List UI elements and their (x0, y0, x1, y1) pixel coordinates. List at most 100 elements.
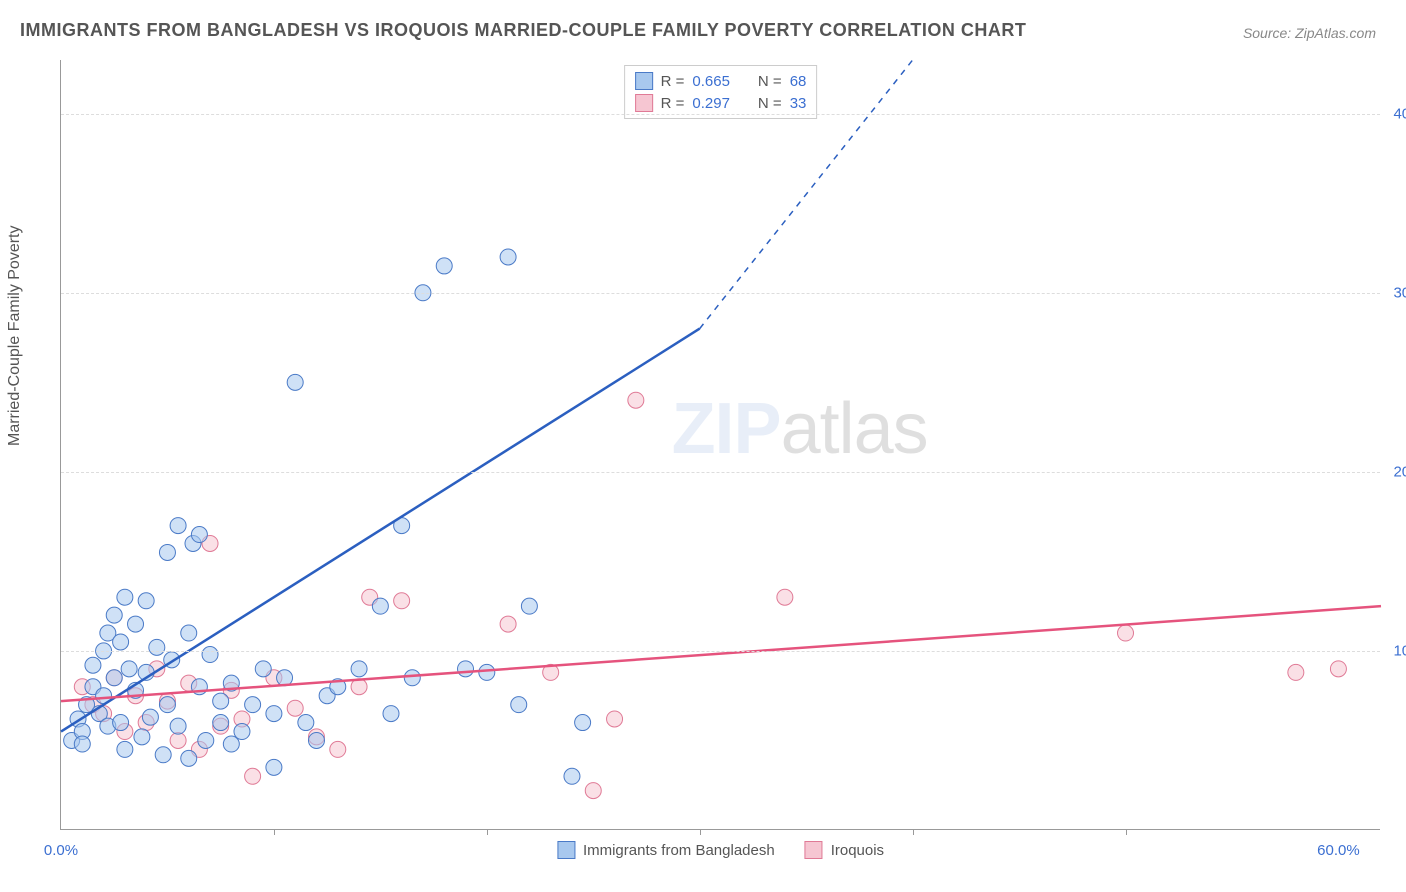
scatter-point (585, 783, 601, 799)
legend-n-value: 68 (790, 73, 807, 90)
scatter-point (170, 518, 186, 534)
scatter-point (404, 670, 420, 686)
scatter-point (202, 647, 218, 663)
legend-correlation-row: R = 0.297 N = 33 (635, 92, 807, 114)
scatter-point (330, 741, 346, 757)
scatter-point (138, 593, 154, 609)
scatter-point (298, 715, 314, 731)
legend-r-value: 0.297 (692, 95, 730, 112)
scatter-plot: ZIPatlas R =0.665N =68R =0.297N =33 Immi… (60, 60, 1380, 830)
legend-r-label: R = (661, 95, 685, 112)
scatter-point (245, 697, 261, 713)
scatter-point (1330, 661, 1346, 677)
scatter-point (113, 634, 129, 650)
legend-swatch (805, 841, 823, 859)
legend-swatch (635, 72, 653, 90)
scatter-point (191, 527, 207, 543)
scatter-point (458, 661, 474, 677)
legend-n-label: N = (758, 95, 782, 112)
scatter-point (1288, 664, 1304, 680)
scatter-point (128, 616, 144, 632)
scatter-point (500, 249, 516, 265)
scatter-point (777, 589, 793, 605)
legend-series: Immigrants from Bangladesh Iroquois (557, 841, 884, 859)
scatter-point (223, 736, 239, 752)
plot-svg (61, 60, 1380, 829)
scatter-point (511, 697, 527, 713)
scatter-point (181, 750, 197, 766)
scatter-point (149, 639, 165, 655)
legend-r-label: R = (661, 73, 685, 90)
scatter-point (383, 706, 399, 722)
y-tick-label: 20.0% (1393, 463, 1406, 480)
scatter-point (213, 715, 229, 731)
scatter-point (1118, 625, 1134, 641)
x-tick-mark (700, 829, 701, 835)
scatter-point (159, 544, 175, 560)
y-tick-label: 30.0% (1393, 284, 1406, 301)
scatter-point (287, 700, 303, 716)
scatter-point (372, 598, 388, 614)
legend-correlation-row: R = 0.665 N = 68 (635, 70, 807, 92)
scatter-point (113, 715, 129, 731)
legend-swatch (557, 841, 575, 859)
source-attribution: Source: ZipAtlas.com (1243, 25, 1376, 41)
scatter-point (287, 374, 303, 390)
scatter-point (266, 759, 282, 775)
trend-line-series2 (61, 606, 1381, 701)
scatter-point (500, 616, 516, 632)
scatter-point (266, 706, 282, 722)
scatter-point (255, 661, 271, 677)
scatter-point (351, 661, 367, 677)
scatter-point (170, 718, 186, 734)
x-tick-mark (913, 829, 914, 835)
legend-n-label: N = (758, 73, 782, 90)
scatter-point (74, 736, 90, 752)
scatter-point (394, 593, 410, 609)
x-tick-mark (1126, 829, 1127, 835)
scatter-point (134, 729, 150, 745)
legend-correlation: R = 0.665 N = 68 R = 0.297 N = 33 (624, 65, 818, 119)
scatter-point (479, 664, 495, 680)
scatter-point (106, 670, 122, 686)
scatter-point (142, 709, 158, 725)
y-tick-label: 10.0% (1393, 642, 1406, 659)
scatter-point (117, 589, 133, 605)
legend-series-label: Iroquois (831, 842, 884, 859)
scatter-point (159, 697, 175, 713)
x-tick-mark (487, 829, 488, 835)
scatter-point (155, 747, 171, 763)
legend-series-label: Immigrants from Bangladesh (583, 842, 775, 859)
scatter-point (117, 741, 133, 757)
x-tick-label: 60.0% (1317, 842, 1360, 859)
scatter-point (564, 768, 580, 784)
legend-r-value: 0.665 (692, 73, 730, 90)
scatter-point (198, 732, 214, 748)
gridline-h (61, 651, 1380, 652)
scatter-point (628, 392, 644, 408)
gridline-h (61, 114, 1380, 115)
scatter-point (106, 607, 122, 623)
y-axis-label: Married-Couple Family Poverty (6, 225, 24, 446)
scatter-point (234, 724, 250, 740)
legend-series-item: Iroquois (805, 841, 884, 859)
legend-series-item: Immigrants from Bangladesh (557, 841, 775, 859)
scatter-point (121, 661, 137, 677)
gridline-h (61, 472, 1380, 473)
trend-line-series1 (61, 329, 700, 732)
scatter-point (170, 732, 186, 748)
legend-n-value: 33 (790, 95, 807, 112)
scatter-point (607, 711, 623, 727)
scatter-point (245, 768, 261, 784)
scatter-point (213, 693, 229, 709)
scatter-point (521, 598, 537, 614)
scatter-point (575, 715, 591, 731)
y-tick-label: 40.0% (1393, 105, 1406, 122)
legend-swatch (635, 94, 653, 112)
x-tick-label: 0.0% (44, 842, 78, 859)
scatter-point (181, 625, 197, 641)
gridline-h (61, 293, 1380, 294)
scatter-point (308, 732, 324, 748)
scatter-point (85, 657, 101, 673)
x-tick-mark (274, 829, 275, 835)
